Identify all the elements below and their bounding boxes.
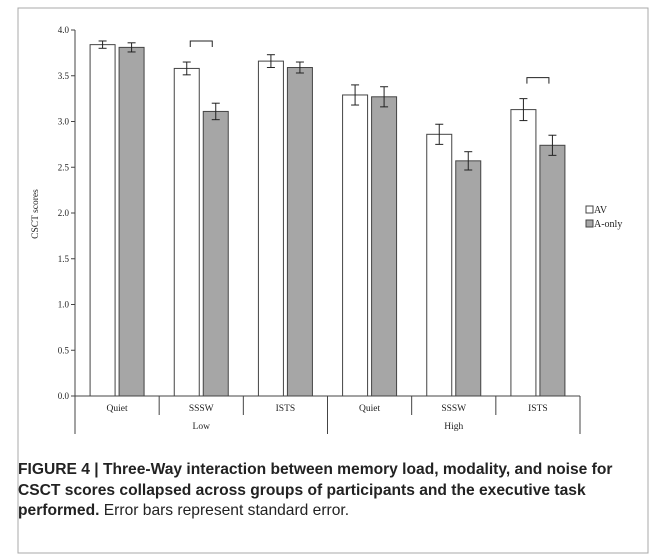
y-tick-label: 1.0 xyxy=(58,300,70,310)
legend-swatch xyxy=(585,205,594,214)
caption-bold: FIGURE 4 | Three-Way interaction between… xyxy=(18,461,613,519)
y-tick-label: 0.0 xyxy=(58,391,70,401)
significance-bracket xyxy=(189,40,213,48)
category-label: ISTS xyxy=(528,404,548,414)
bar-av xyxy=(89,44,116,397)
caption-normal: Error bars represent standard error. xyxy=(99,502,350,519)
plot-area: 0.0 0.5 1.0 1.5 2.0 2.5 3.0 3.5 4.0 Low High Quiet S… xyxy=(58,25,581,434)
group-label: High xyxy=(444,422,463,432)
bar-a-only xyxy=(371,96,398,397)
bar-a-only xyxy=(539,144,566,397)
y-tick-label: 1.5 xyxy=(58,254,70,264)
category-label: Quiet xyxy=(107,404,128,414)
legend: AV A-only xyxy=(585,205,622,230)
bar-a-only xyxy=(286,67,313,397)
category-label: SSSW xyxy=(441,404,466,414)
figure-caption: FIGURE 4 | Three-Way interaction between… xyxy=(18,460,648,522)
legend-label: AV xyxy=(594,205,608,216)
legend-label: A-only xyxy=(594,219,622,230)
bar-av xyxy=(257,60,284,397)
y-tick-label: 2.5 xyxy=(58,162,70,172)
y-axis-label: CSCT scores xyxy=(31,189,41,239)
bar-av xyxy=(510,109,537,397)
bar-a-only xyxy=(202,110,229,397)
y-tick-label: 3.5 xyxy=(58,71,70,81)
bar-a-only xyxy=(118,46,145,397)
bar-av xyxy=(173,67,200,397)
bar-a-only xyxy=(455,160,482,397)
significance-bracket xyxy=(526,77,550,84)
group-label: Low xyxy=(193,422,211,432)
category-label: Quiet xyxy=(359,404,380,414)
y-tick-label: 3.0 xyxy=(58,117,70,127)
bar-av xyxy=(342,94,369,397)
y-tick-label: 0.5 xyxy=(58,345,70,355)
category-label: ISTS xyxy=(276,404,296,414)
legend-swatch xyxy=(585,219,594,228)
y-tick-label: 4.0 xyxy=(58,25,70,35)
y-tick-label: 2.0 xyxy=(58,208,70,218)
chart-frame xyxy=(17,7,649,554)
bar-av xyxy=(426,133,453,397)
category-label: SSSW xyxy=(189,404,214,414)
